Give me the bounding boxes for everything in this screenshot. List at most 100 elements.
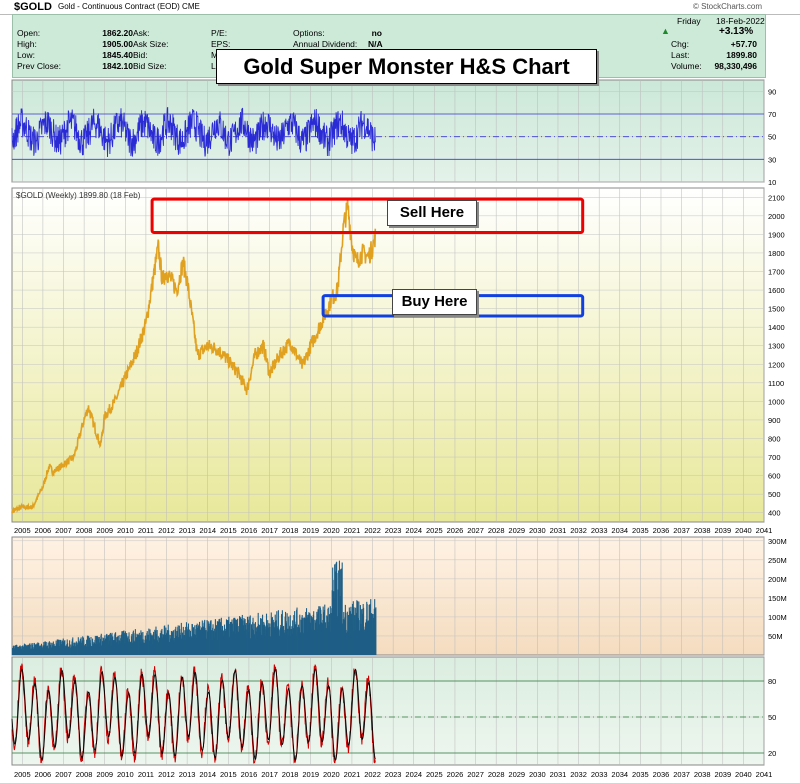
x-tick-label: 2017 bbox=[261, 770, 278, 779]
x-tick-label: 2014 bbox=[199, 526, 216, 535]
quote-label: Low: bbox=[17, 50, 35, 60]
x-tick-label: 2036 bbox=[653, 526, 670, 535]
x-tick-label: 2012 bbox=[158, 770, 175, 779]
volume-bar bbox=[69, 640, 71, 655]
gold-price-line bbox=[11, 200, 377, 514]
x-tick-label: 2020 bbox=[323, 526, 340, 535]
quote-value: +57.70 bbox=[730, 39, 757, 49]
volume-bar bbox=[98, 637, 100, 655]
x-tick-label: 2024 bbox=[405, 526, 422, 535]
up-arrow-icon: ▲ bbox=[661, 26, 670, 36]
quote-value: no bbox=[371, 28, 382, 38]
symbol-description: Gold - Continuous Contract (EOD) CME bbox=[58, 2, 200, 11]
price-tick-label: 500 bbox=[768, 490, 781, 499]
quote-label: Bid Size: bbox=[133, 61, 167, 71]
quote-label: Annual Dividend: bbox=[293, 39, 358, 49]
symbol: $GOLD bbox=[14, 1, 52, 13]
x-tick-label: 2006 bbox=[35, 526, 52, 535]
volume-bar bbox=[330, 613, 332, 655]
quote-label: Ask Size: bbox=[133, 39, 169, 49]
x-tick-label: 2024 bbox=[405, 770, 422, 779]
x-tick-label: 2021 bbox=[344, 770, 361, 779]
quote-label: Prev Close: bbox=[17, 61, 61, 71]
quote-value: 1842.10 bbox=[102, 61, 133, 71]
buy-here-label: Buy Here bbox=[392, 289, 477, 315]
x-tick-label: 2005 bbox=[14, 526, 31, 535]
x-tick-label: 2015 bbox=[220, 770, 237, 779]
x-tick-label: 2007 bbox=[55, 770, 72, 779]
rsi-tick-label: 70 bbox=[768, 110, 776, 119]
chart-title: Gold Super Monster H&S Chart bbox=[216, 49, 597, 84]
volume-bar bbox=[40, 643, 43, 655]
stochastic-tick-label: 50 bbox=[768, 713, 776, 722]
quote-value: 98,330,496 bbox=[714, 61, 757, 71]
price-tick-label: 2000 bbox=[768, 212, 785, 221]
quote-label: Volume: bbox=[671, 61, 702, 71]
volume-bar bbox=[341, 562, 343, 655]
price-tick-label: 600 bbox=[768, 472, 781, 481]
x-tick-label: 2015 bbox=[220, 526, 237, 535]
price-tick-label: 1000 bbox=[768, 397, 785, 406]
x-tick-label: 2035 bbox=[632, 770, 649, 779]
x-tick-label: 2023 bbox=[385, 770, 402, 779]
x-tick-label: 2014 bbox=[199, 770, 216, 779]
volume-tick-label: 50M bbox=[768, 632, 783, 641]
volume-bar bbox=[88, 636, 90, 655]
x-tick-label: 2030 bbox=[529, 770, 546, 779]
quote-change-pct: +3.13% bbox=[719, 26, 754, 37]
volume-bar bbox=[375, 607, 377, 655]
sto-panel-bg bbox=[11, 656, 765, 766]
x-tick-label: 2010 bbox=[117, 526, 134, 535]
x-tick-label: 2025 bbox=[426, 526, 443, 535]
sell-here-label: Sell Here bbox=[387, 200, 477, 226]
price-tick-label: 700 bbox=[768, 453, 781, 462]
quote-value: 1845.40 bbox=[102, 50, 133, 60]
sell-zone-box bbox=[150, 197, 585, 235]
volume-bar bbox=[36, 643, 38, 655]
rsi-line bbox=[11, 107, 376, 158]
quote-value: 1899.80 bbox=[726, 50, 757, 60]
price-legend: $GOLD (Weekly) 1899.80 (18 Feb) bbox=[16, 191, 141, 200]
x-tick-label: 2031 bbox=[550, 770, 567, 779]
x-tick-label: 2023 bbox=[385, 526, 402, 535]
volume-bar bbox=[322, 606, 324, 655]
volume-bar bbox=[241, 618, 243, 655]
quote-label: High: bbox=[17, 39, 37, 49]
x-tick-label: 2034 bbox=[611, 770, 628, 779]
price-tick-label: 1600 bbox=[768, 286, 785, 295]
stochastic-slow-line bbox=[11, 668, 376, 761]
x-tick-label: 2019 bbox=[302, 770, 319, 779]
x-tick-label: 2011 bbox=[138, 526, 154, 535]
x-tick-label: 2013 bbox=[179, 526, 196, 535]
x-tick-label: 2019 bbox=[302, 526, 319, 535]
volume-bars bbox=[12, 560, 377, 655]
x-tick-label: 2032 bbox=[570, 770, 587, 779]
x-tick-label: 2035 bbox=[632, 526, 649, 535]
x-tick-label: 2032 bbox=[570, 526, 587, 535]
volume-bar bbox=[338, 560, 340, 655]
volume-bar bbox=[216, 621, 218, 655]
x-tick-label: 2033 bbox=[591, 770, 608, 779]
rsi-tick-label: 10 bbox=[768, 178, 776, 187]
volume-bar bbox=[87, 635, 89, 655]
quote-date: 18-Feb-2022 bbox=[716, 16, 765, 26]
volume-bar bbox=[340, 569, 342, 655]
price-tick-label: 1100 bbox=[768, 379, 784, 388]
x-tick-label: 2037 bbox=[673, 526, 690, 535]
x-tick-label: 2010 bbox=[117, 770, 134, 779]
x-tick-label: 2027 bbox=[467, 526, 484, 535]
x-tick-label: 2030 bbox=[529, 526, 546, 535]
quote-label: Ask: bbox=[133, 28, 150, 38]
volume-bar bbox=[233, 617, 235, 655]
brand-credit: © StockCharts.com bbox=[692, 2, 762, 11]
x-tick-label: 2008 bbox=[76, 526, 93, 535]
volume-tick-label: 100M bbox=[768, 613, 787, 622]
volume-bar bbox=[352, 601, 354, 655]
x-tick-label: 2006 bbox=[35, 770, 52, 779]
volume-bar bbox=[262, 614, 264, 655]
grid-lines bbox=[12, 80, 765, 765]
x-tick-label: 2040 bbox=[735, 526, 752, 535]
x-tick-label: 2022 bbox=[364, 770, 381, 779]
x-tick-label: 2009 bbox=[96, 770, 113, 779]
